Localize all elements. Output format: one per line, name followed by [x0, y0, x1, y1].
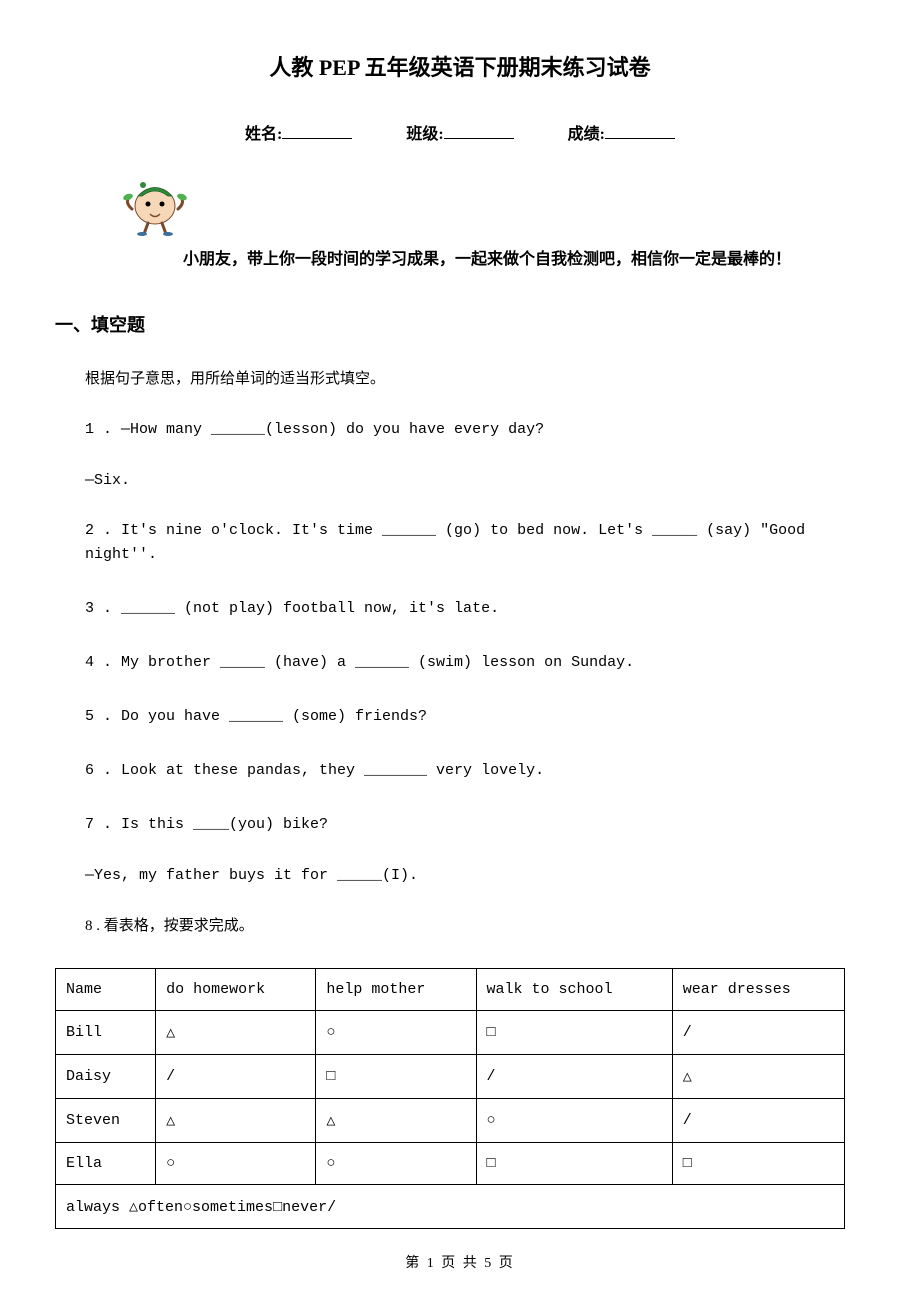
question-1-answer: —Six. [85, 472, 865, 489]
question-5: 5 . Do you have ______ (some) friends? [85, 705, 865, 729]
exam-title: 人教 PEP 五年级英语下册期末练习试卷 [55, 50, 865, 82]
table-row: Ella ○ ○ □ □ [56, 1143, 845, 1185]
class-label: 班级: [406, 126, 443, 143]
question-6-text: 6 . Look at these pandas, they _______ v… [85, 762, 544, 779]
score-blank[interactable] [605, 124, 675, 139]
table-row: Bill △ ○ □ / [56, 1011, 845, 1055]
page: 人教 PEP 五年级英语下册期末练习试卷 姓名: 班级: 成绩: 小朋友，带上你… [0, 0, 920, 1302]
activity-table: Name do homework help mother walk to sch… [55, 968, 845, 1229]
section-1-heading: 一、填空题 [55, 311, 865, 337]
class-blank[interactable] [444, 124, 514, 139]
question-3: 3 . ______ (not play) football now, it's… [85, 597, 865, 621]
question-3-text: 3 . ______ (not play) football now, it's… [85, 600, 499, 617]
table-cell: □ [476, 1011, 672, 1055]
student-info-line: 姓名: 班级: 成绩: [55, 120, 865, 144]
table-cell: △ [672, 1055, 844, 1099]
table-cell: / [476, 1055, 672, 1099]
table-cell: / [156, 1055, 316, 1099]
question-7-answer: —Yes, my father buys it for _____(I). [85, 867, 865, 884]
table-cell: □ [476, 1143, 672, 1185]
table-header-cell: do homework [156, 969, 316, 1011]
name-label: 姓名: [245, 126, 282, 143]
table-legend-cell: always △often○sometimes□never/ [56, 1185, 845, 1229]
score-label: 成绩: [568, 126, 605, 143]
table-header-cell: Name [56, 969, 156, 1011]
table-cell: Steven [56, 1099, 156, 1143]
table-cell: ○ [156, 1143, 316, 1185]
table-cell: Ella [56, 1143, 156, 1185]
table-cell: / [672, 1011, 844, 1055]
table-header-cell: wear dresses [672, 969, 844, 1011]
table-cell: △ [156, 1099, 316, 1143]
question-7: 7 . Is this ____(you) bike? [85, 813, 865, 837]
table-legend-row: always △often○sometimes□never/ [56, 1185, 845, 1229]
question-4-text: 4 . My brother _____ (have) a ______ (sw… [85, 654, 634, 671]
table-cell: ○ [476, 1099, 672, 1143]
mascot-icon [120, 174, 190, 236]
table-cell: ○ [316, 1143, 476, 1185]
table-header-cell: walk to school [476, 969, 672, 1011]
question-6: 6 . Look at these pandas, they _______ v… [85, 759, 865, 783]
table-cell: Bill [56, 1011, 156, 1055]
table-header-cell: help mother [316, 969, 476, 1011]
name-blank[interactable] [282, 124, 352, 139]
table-cell: / [672, 1099, 844, 1143]
question-4: 4 . My brother _____ (have) a ______ (sw… [85, 651, 865, 675]
question-1-text: 1 . —How many ______(lesson) do you have… [85, 421, 544, 438]
question-2-text: 2 . It's nine o'clock. It's time ______ … [85, 522, 805, 563]
question-5-text: 5 . Do you have ______ (some) friends? [85, 708, 427, 725]
table-cell: △ [156, 1011, 316, 1055]
table-cell: ○ [316, 1011, 476, 1055]
table-cell: △ [316, 1099, 476, 1143]
question-8: 8 . 看表格，按要求完成。 [85, 914, 865, 938]
encouragement-text: 小朋友，带上你一段时间的学习成果，一起来做个自我检测吧，相信你一定是最棒的！ [183, 249, 865, 271]
table-row: Daisy / □ / △ [56, 1055, 845, 1099]
question-2: 2 . It's nine o'clock. It's time ______ … [85, 519, 865, 567]
table-header-row: Name do homework help mother walk to sch… [56, 969, 845, 1011]
question-1: 1 . —How many ______(lesson) do you have… [85, 418, 865, 442]
question-7-text: 7 . Is this ____(you) bike? [85, 816, 328, 833]
table-cell: Daisy [56, 1055, 156, 1099]
table-row: Steven △ △ ○ / [56, 1099, 845, 1143]
page-footer: 第 1 页 共 5 页 [0, 1252, 920, 1272]
table-cell: □ [672, 1143, 844, 1185]
mascot-row [120, 174, 865, 241]
table-cell: □ [316, 1055, 476, 1099]
instruction-text: 根据句子意思，用所给单词的适当形式填空。 [85, 367, 865, 388]
